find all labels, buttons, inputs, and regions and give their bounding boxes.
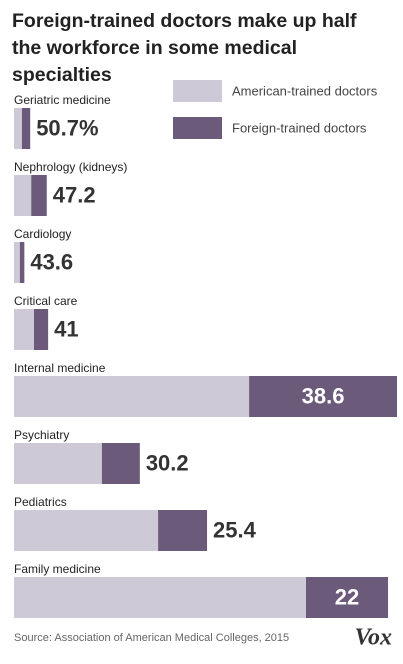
bar-segment (101, 443, 140, 484)
bar-segment (14, 443, 102, 484)
category-label: Nephrology (kidneys) (14, 160, 127, 174)
share-label: 41 (54, 316, 78, 341)
bar-segment (249, 376, 397, 417)
bar-segment (14, 175, 32, 216)
bar-segment (305, 577, 389, 618)
chart-title: Foreign-trained doctors make up half the… (12, 10, 357, 86)
bar-segment (31, 175, 47, 216)
category-label: Pediatrics (14, 495, 67, 509)
legend-swatch (173, 80, 222, 102)
bar-segment (33, 309, 49, 350)
bar-segment (14, 577, 306, 618)
category-label: Internal medicine (14, 361, 106, 375)
source: Source: Association of American Medical … (14, 632, 289, 644)
bar-segment (14, 510, 159, 551)
category-label: Geriatric medicine (14, 93, 111, 107)
bar-segment (19, 242, 25, 283)
category-label: Cardiology (14, 227, 71, 241)
category-label: Family medicine (14, 562, 101, 576)
category-label: Psychiatry (14, 428, 69, 442)
bar-segment (14, 242, 20, 283)
bar-segment (158, 510, 208, 551)
bar-segment (14, 309, 34, 350)
share-label: 25.4 (213, 517, 257, 542)
bar-segment (14, 108, 22, 149)
share-label: 22 (335, 584, 359, 609)
bar-segment (21, 108, 31, 149)
category-label: Critical care (14, 294, 78, 308)
bar-segment (14, 376, 250, 417)
share-label: 47.2 (53, 182, 96, 207)
logo: Vox (355, 625, 392, 651)
share-label: 30.2 (146, 450, 189, 475)
share-label: 38.6 (302, 383, 345, 408)
share-label: 43.6 (30, 249, 73, 274)
legend-label: American-trained doctors (232, 83, 378, 98)
legend-label: Foreign-trained doctors (232, 120, 367, 135)
legend-swatch (173, 117, 222, 139)
share-label: 50.7% (36, 115, 98, 140)
